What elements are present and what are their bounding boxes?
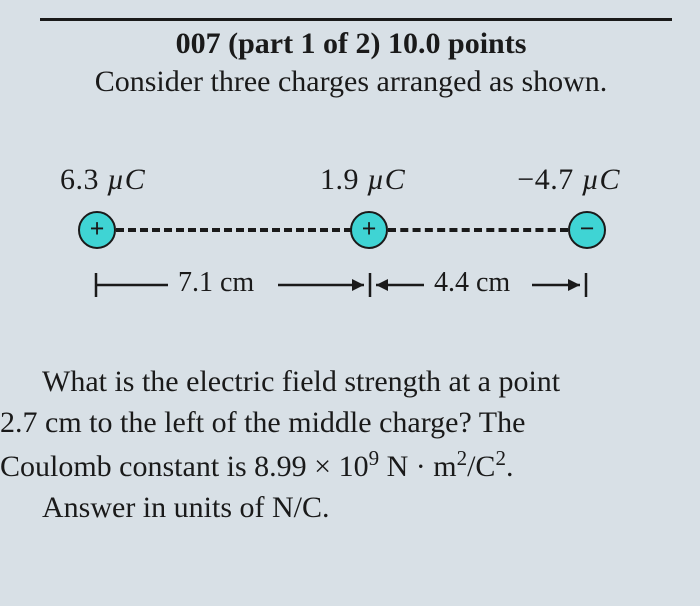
minus-icon: − [580, 214, 595, 244]
charge-value-right: −4.7 [517, 163, 573, 196]
question-text: What is the electric field strength at a… [0, 361, 682, 529]
top-rule [40, 18, 672, 21]
plus-icon: + [90, 214, 105, 244]
question-line-2: 2.7 cm to the left of the middle charge?… [0, 402, 682, 443]
distance-label-right: 4.4 cm [428, 267, 516, 299]
physics-problem-page: 007 (part 1 of 2) 10.0 points Consider t… [0, 0, 700, 549]
charge-line: + + − [60, 207, 652, 253]
dimension-arrows-icon [60, 267, 660, 307]
charge-unit-left: µC [107, 163, 145, 196]
charge-label-right: −4.7 µC [480, 163, 620, 197]
charge-label-left: 6.3 µC [60, 163, 180, 197]
distance-label-left: 7.1 cm [172, 267, 260, 299]
charge-node-mid: + [350, 211, 388, 249]
charge-unit-right: µC [582, 163, 620, 196]
problem-subtitle: Consider three charges arranged as shown… [20, 65, 682, 99]
charge-diagram: 6.3 µC 1.9 µC −4.7 µC + + [0, 163, 682, 307]
question-line-4: Answer in units of N/C. [0, 487, 682, 528]
charge-unit-mid: µC [367, 163, 405, 196]
question-line-3: Coulomb constant is 8.99 × 109 N · m2/C2… [0, 444, 682, 487]
charge-label-mid: 1.9 µC [320, 163, 440, 197]
charge-labels-row: 6.3 µC 1.9 µC −4.7 µC [60, 163, 652, 197]
question-line-1: What is the electric field strength at a… [0, 361, 682, 402]
dashed-line-left [116, 228, 352, 232]
charge-node-right: − [568, 211, 606, 249]
charge-value-left: 6.3 [60, 163, 99, 196]
charge-node-left: + [78, 211, 116, 249]
plus-icon: + [362, 214, 377, 244]
dimension-line: 7.1 cm 4.4 cm [60, 267, 652, 307]
charge-value-mid: 1.9 [320, 163, 359, 196]
heading-block: 007 (part 1 of 2) 10.0 points Consider t… [0, 27, 682, 99]
dashed-line-right [388, 228, 568, 232]
problem-title: 007 (part 1 of 2) 10.0 points [20, 27, 682, 61]
